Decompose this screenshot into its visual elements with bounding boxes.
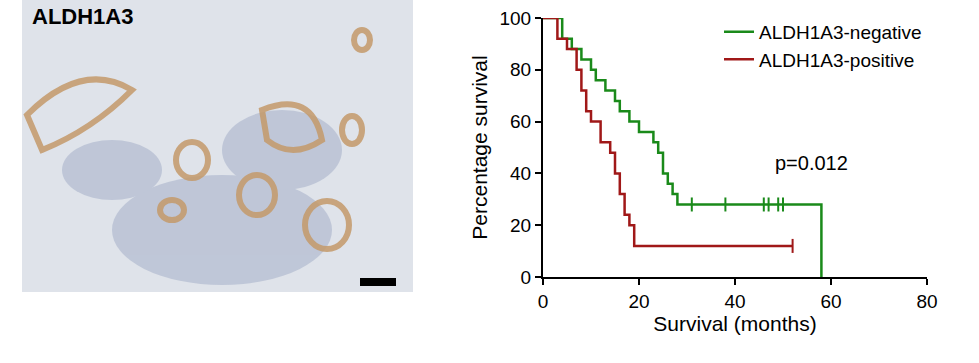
svg-text:Survival (months): Survival (months): [653, 312, 816, 335]
svg-text:0: 0: [521, 267, 532, 288]
svg-text:ALDH1A3-positive: ALDH1A3-positive: [759, 50, 914, 71]
svg-text:100: 100: [499, 8, 531, 29]
svg-text:20: 20: [510, 215, 531, 236]
svg-text:20: 20: [628, 291, 649, 312]
svg-text:60: 60: [820, 291, 841, 312]
svg-text:p=0.012: p=0.012: [775, 152, 848, 174]
html-text:ALDH1A3: ALDH1A3: [32, 4, 134, 29]
svg-text:80: 80: [916, 291, 937, 312]
svg-text:0: 0: [538, 291, 549, 312]
svg-text:80: 80: [510, 59, 531, 80]
svg-text:Percentage survival: Percentage survival: [468, 55, 491, 239]
svg-text:40: 40: [724, 291, 745, 312]
svg-text:40: 40: [510, 163, 531, 184]
svg-text:60: 60: [510, 111, 531, 132]
svg-text:ALDH1A3-negative: ALDH1A3-negative: [759, 22, 922, 43]
